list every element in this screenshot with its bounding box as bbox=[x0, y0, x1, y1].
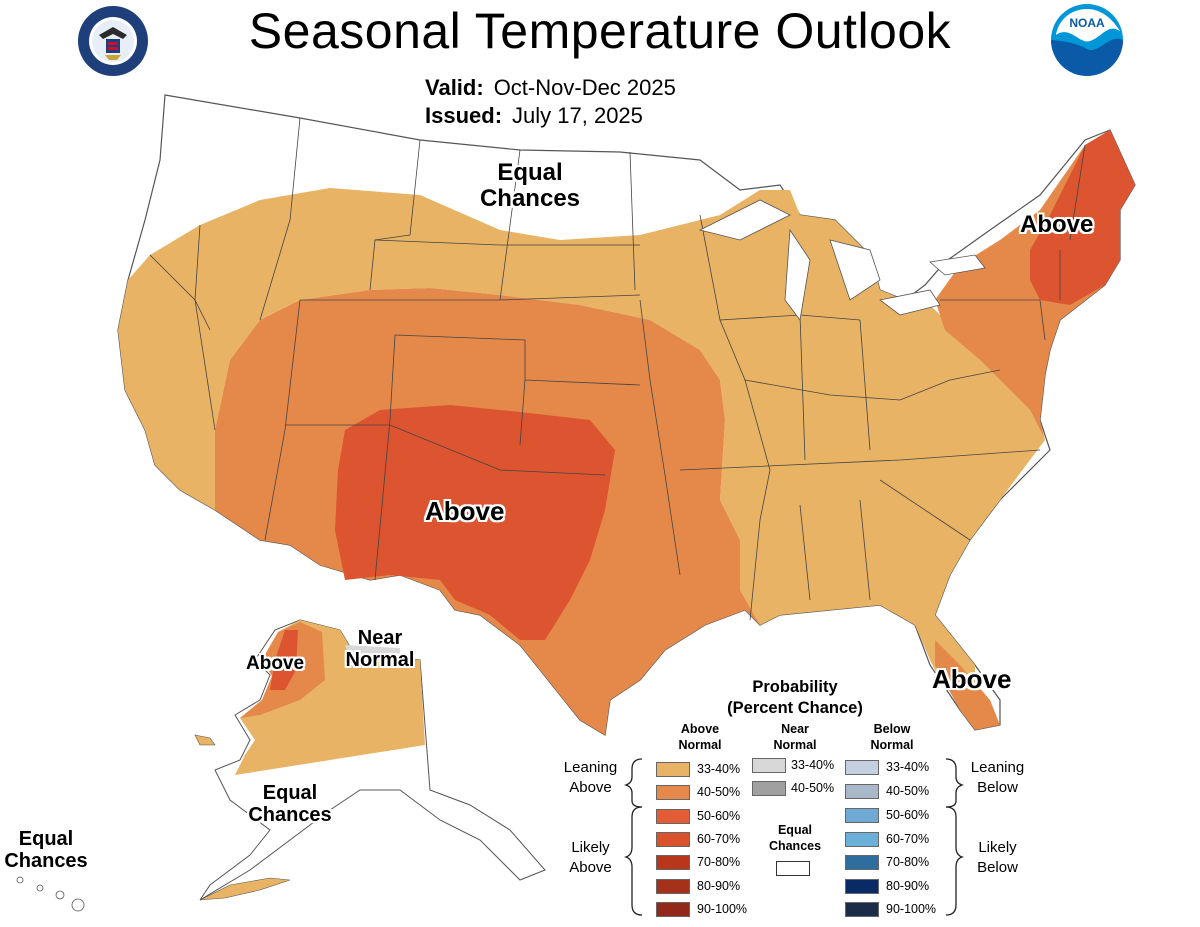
region-above-33-40 bbox=[118, 188, 1045, 690]
label-below-40-50: 40-50% bbox=[886, 784, 930, 798]
legend-col-near: Near Normal bbox=[773, 722, 817, 752]
legend-likely-above: Likely Above bbox=[569, 839, 612, 876]
great-lakes bbox=[698, 199, 986, 321]
swatch-below-70-80 bbox=[845, 855, 879, 870]
label-below-33-40: 33-40% bbox=[886, 760, 930, 774]
alaska-above-50-60 bbox=[270, 630, 298, 690]
swatch-above-90-100 bbox=[656, 902, 690, 917]
legend-leaning-below: Leaning Below bbox=[970, 759, 1025, 796]
swatch-equal-chances bbox=[776, 861, 810, 876]
label-above-50-60: 50-60% bbox=[697, 809, 741, 823]
region-above-40-50-florida bbox=[935, 640, 1000, 730]
alaska-near-normal bbox=[345, 645, 400, 660]
alaska-map bbox=[194, 619, 546, 901]
swatch-above-50-60 bbox=[656, 809, 690, 824]
label-above-90-100: 90-100% bbox=[697, 902, 748, 916]
conus-map bbox=[117, 94, 1136, 736]
label-hawaii-equal-chances: Equal Chances bbox=[4, 828, 88, 872]
label-alaska-near-normal: Near Normal bbox=[345, 627, 415, 671]
hawaii-map bbox=[16, 876, 85, 912]
label-florida-above: Above bbox=[932, 664, 1012, 694]
map-title: Seasonal Temperature Outlook bbox=[248, 3, 952, 59]
commerce-seal-logo bbox=[78, 6, 148, 76]
swatch-above-60-70 bbox=[656, 832, 690, 847]
label-below-60-70: 60-70% bbox=[886, 832, 930, 846]
noaa-logo-text: NOAA bbox=[1069, 16, 1105, 30]
swatch-near-33-40 bbox=[752, 758, 786, 773]
label-northeast-above: Above bbox=[1020, 211, 1094, 238]
label-north-equal-chances: Equal Chances bbox=[479, 159, 581, 213]
label-below-80-90: 80-90% bbox=[886, 879, 930, 893]
label-below-90-100: 90-100% bbox=[886, 902, 937, 916]
legend-title: Probability (Percent Chance) bbox=[727, 678, 863, 717]
swatch-near-40-50 bbox=[752, 781, 786, 796]
issued-date: Issued: July 17, 2025 bbox=[425, 103, 643, 129]
label-alaska-above: Above bbox=[246, 653, 305, 674]
noaa-logo: NOAA bbox=[1051, 4, 1123, 76]
region-above-50-60-southwest bbox=[335, 405, 615, 640]
swatch-below-60-70 bbox=[845, 832, 879, 847]
label-above-33-40: 33-40% bbox=[697, 762, 741, 776]
swatch-below-90-100 bbox=[845, 902, 879, 917]
label-alaska-equal-chances: Equal Chances bbox=[248, 782, 332, 826]
label-near-33-40: 33-40% bbox=[791, 758, 835, 772]
issued-label: Issued: bbox=[425, 103, 503, 128]
legend-leaning-above: Leaning Above bbox=[563, 759, 618, 796]
swatch-above-70-80 bbox=[656, 855, 690, 870]
swatch-above-80-90 bbox=[656, 879, 690, 894]
label-southwest-above: Above bbox=[425, 496, 505, 526]
label-below-70-80: 70-80% bbox=[886, 855, 930, 869]
valid-value: Oct-Nov-Dec 2025 bbox=[493, 75, 676, 100]
swatch-below-50-60 bbox=[845, 808, 879, 823]
valid-label: Valid: bbox=[425, 75, 484, 100]
label-above-80-90: 80-90% bbox=[697, 879, 741, 893]
label-above-60-70: 60-70% bbox=[697, 832, 741, 846]
swatch-below-40-50 bbox=[845, 784, 879, 799]
legend-col-below: Below Normal bbox=[870, 722, 914, 752]
legend-left-braces bbox=[623, 758, 643, 916]
swatch-below-80-90 bbox=[845, 879, 879, 894]
region-above-50-60-northeast bbox=[1030, 130, 1135, 305]
valid-period: Valid: Oct-Nov-Dec 2025 bbox=[425, 75, 676, 101]
swatch-above-33-40 bbox=[656, 762, 690, 777]
label-above-70-80: 70-80% bbox=[697, 855, 741, 869]
legend-right-braces bbox=[945, 758, 965, 916]
label-below-50-60: 50-60% bbox=[886, 808, 930, 822]
label-above-40-50: 40-50% bbox=[697, 785, 741, 799]
swatch-below-33-40 bbox=[845, 760, 879, 775]
legend-likely-below: Likely Below bbox=[977, 839, 1018, 876]
issued-value: July 17, 2025 bbox=[512, 103, 643, 128]
swatch-above-40-50 bbox=[656, 785, 690, 800]
state-boundaries bbox=[149, 117, 1086, 621]
legend-col-above: Above Normal bbox=[678, 722, 722, 752]
legend-equal-chances: Equal Chances bbox=[768, 823, 822, 853]
alaska-aleutians bbox=[194, 734, 291, 901]
label-near-40-50: 40-50% bbox=[791, 781, 835, 795]
